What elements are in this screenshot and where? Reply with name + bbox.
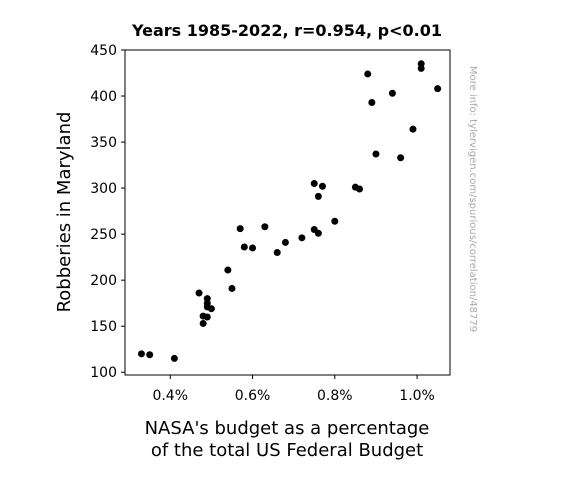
y-tick-label: 250 bbox=[90, 227, 117, 243]
data-point bbox=[310, 179, 318, 187]
x-tick-label: 0.6% bbox=[235, 388, 271, 404]
data-point bbox=[137, 350, 145, 358]
data-point bbox=[368, 98, 376, 106]
data-point bbox=[170, 354, 178, 362]
x-axis-label-line-2: of the total US Federal Budget bbox=[151, 440, 423, 461]
y-tick-label: 400 bbox=[90, 89, 117, 105]
x-axis-label-line-1: NASA's budget as a percentage bbox=[145, 418, 430, 439]
data-point bbox=[409, 125, 417, 133]
data-point bbox=[318, 182, 326, 190]
y-tick-label: 350 bbox=[90, 135, 117, 151]
data-point bbox=[434, 85, 442, 93]
y-axis: 100 150 200 250 300 350 400 450 bbox=[90, 43, 125, 381]
x-tick-label: 1.0% bbox=[399, 388, 435, 404]
data-point bbox=[364, 70, 372, 78]
data-point bbox=[203, 313, 211, 321]
data-point bbox=[199, 319, 207, 327]
data-point bbox=[314, 192, 322, 200]
data-point bbox=[261, 223, 269, 231]
data-point bbox=[228, 284, 236, 292]
y-tick-label: 450 bbox=[90, 43, 117, 59]
data-point bbox=[331, 217, 339, 225]
data-point bbox=[240, 243, 248, 251]
y-axis-label: Robberies in Maryland bbox=[54, 112, 75, 313]
data-point bbox=[314, 229, 322, 237]
data-point bbox=[417, 64, 425, 72]
x-axis: 0.4% 0.6% 0.8% 1.0% bbox=[152, 375, 435, 404]
y-tick-label: 300 bbox=[90, 181, 117, 197]
data-point bbox=[195, 289, 203, 297]
data-point bbox=[273, 249, 281, 257]
x-tick-label: 0.8% bbox=[317, 388, 353, 404]
data-point bbox=[224, 266, 232, 274]
x-tick-label: 0.4% bbox=[152, 388, 188, 404]
data-point bbox=[372, 150, 380, 158]
data-point bbox=[281, 238, 289, 246]
data-point bbox=[298, 234, 306, 242]
y-tick-label: 200 bbox=[90, 273, 117, 289]
data-point bbox=[355, 185, 363, 193]
y-tick-label: 100 bbox=[90, 365, 117, 381]
chart-title: Years 1985-2022, r=0.954, p<0.01 bbox=[131, 21, 442, 40]
data-point bbox=[146, 351, 154, 359]
data-point bbox=[388, 89, 396, 97]
data-point bbox=[249, 244, 257, 252]
plot-frame bbox=[124, 49, 451, 376]
data-point bbox=[397, 154, 405, 162]
watermark-text: More info: tylervigen.com/spurious/corre… bbox=[467, 66, 478, 332]
data-point bbox=[207, 305, 215, 313]
data-points bbox=[137, 60, 442, 362]
y-tick-label: 150 bbox=[90, 319, 117, 335]
data-point bbox=[236, 225, 244, 233]
